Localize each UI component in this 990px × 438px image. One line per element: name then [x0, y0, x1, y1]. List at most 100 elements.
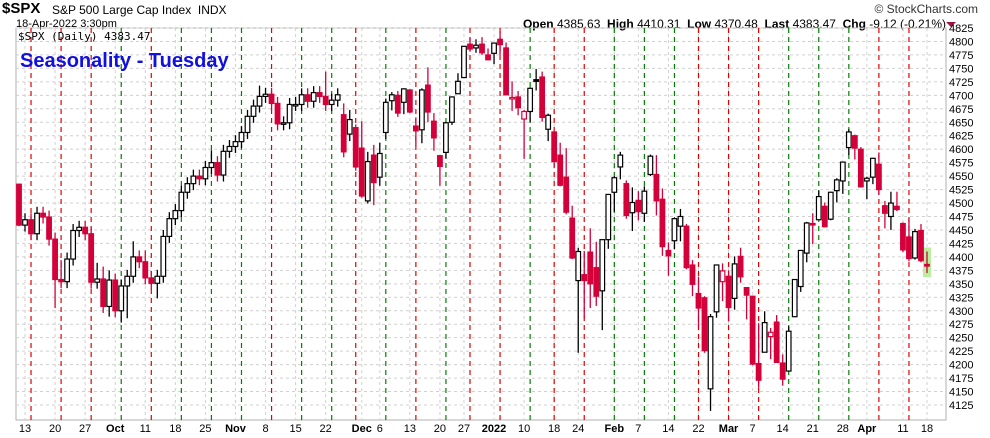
candle: [683, 224, 690, 270]
candle: [214, 156, 221, 182]
candle-body: [274, 102, 281, 125]
y-tick-label: 4350: [949, 279, 973, 291]
x-tick-label: 13: [19, 423, 31, 435]
candle: [370, 144, 377, 206]
y-tick-label: 4200: [949, 360, 973, 372]
x-tick-label: Mar: [719, 423, 739, 435]
candle-body: [851, 135, 858, 149]
candle-body: [28, 219, 34, 235]
candle: [268, 87, 275, 110]
y-tick-label: 4275: [949, 319, 973, 331]
symbol-description: S&P 500 Large Cap Index INDX: [52, 3, 227, 17]
candle: [142, 250, 149, 285]
candle-body: [888, 202, 894, 218]
candle-body: [256, 95, 263, 107]
candle: [352, 124, 359, 171]
candle: [461, 45, 467, 79]
candle-body: [160, 235, 167, 277]
candle-body: [479, 43, 485, 54]
candle: [166, 212, 173, 243]
candle: [467, 37, 473, 52]
candle: [797, 249, 804, 292]
candle: [863, 176, 870, 200]
candle: [485, 48, 491, 61]
y-tick-label: 4375: [949, 265, 973, 277]
candle-body: [473, 44, 479, 49]
candle-body: [906, 236, 912, 260]
candle: [437, 155, 443, 186]
candle-body: [587, 251, 594, 285]
candle-body: [894, 205, 900, 211]
candle: [388, 92, 395, 111]
candle: [364, 151, 371, 204]
candle-body: [118, 285, 125, 312]
candle: [659, 188, 666, 256]
candle-body: [719, 270, 726, 283]
y-tick-label: 4725: [949, 77, 973, 89]
candle: [58, 260, 64, 289]
x-tick-label: 10: [518, 423, 530, 435]
candle: [509, 81, 515, 111]
y-tick-label: 4150: [949, 387, 973, 399]
candle-body: [779, 362, 786, 380]
candle-body: [731, 263, 738, 299]
candle-body: [106, 279, 113, 308]
x-tick-label: 28: [837, 423, 849, 435]
candle: [635, 191, 642, 221]
candle-body: [563, 176, 570, 213]
candle-body: [882, 205, 888, 214]
x-tick-label: 15: [289, 423, 301, 435]
y-tick-label: 4500: [949, 198, 973, 210]
candle: [882, 200, 888, 229]
candle-body: [695, 292, 702, 309]
y-tick-label: 4125: [949, 400, 973, 412]
candle-body: [178, 191, 185, 212]
candle: [262, 87, 269, 103]
candle-body: [40, 212, 46, 218]
candle: [256, 85, 263, 113]
candle-body: [767, 331, 774, 338]
candle-body: [400, 88, 407, 103]
candle: [184, 177, 191, 199]
candle: [94, 262, 101, 289]
candle: [743, 286, 750, 320]
x-tick-label: Dec: [352, 423, 372, 435]
stockcharts-logo[interactable]: © StockCharts.com: [874, 2, 978, 16]
candle-body: [875, 163, 882, 191]
candle-body: [250, 105, 257, 117]
candle-body: [677, 215, 684, 227]
candle-body: [743, 286, 750, 296]
candle: [250, 99, 257, 123]
symbol: $SPX: [2, 0, 41, 17]
candle-body: [557, 154, 564, 186]
candle-body: [737, 255, 744, 278]
y-tick-label: 4300: [949, 306, 973, 318]
candle-body: [172, 209, 179, 220]
candle-body: [629, 201, 636, 214]
candle: [238, 126, 245, 149]
candle: [491, 42, 497, 65]
candle-body: [425, 84, 431, 113]
candle-body: [431, 120, 437, 139]
candle: [593, 241, 600, 306]
candle: [106, 270, 113, 317]
candle: [918, 224, 924, 263]
candle: [851, 134, 858, 160]
candle-body: [497, 38, 503, 46]
candle: [719, 263, 726, 302]
candle: [172, 204, 179, 226]
candle-body: [352, 127, 359, 168]
candle: [298, 88, 305, 111]
candle-body: [785, 330, 792, 372]
candle: [605, 193, 612, 249]
candle: [671, 218, 678, 250]
candle: [274, 96, 281, 131]
candle-body: [406, 89, 413, 113]
candle-body: [545, 114, 552, 130]
x-tick-label: Nov: [225, 423, 247, 435]
candle: [869, 157, 876, 185]
chart-legend: $SPX (Daily) 4383.47: [18, 30, 151, 43]
chart-datetime: 18-Apr-2022 3:30pm: [16, 18, 117, 30]
candle: [539, 71, 546, 122]
